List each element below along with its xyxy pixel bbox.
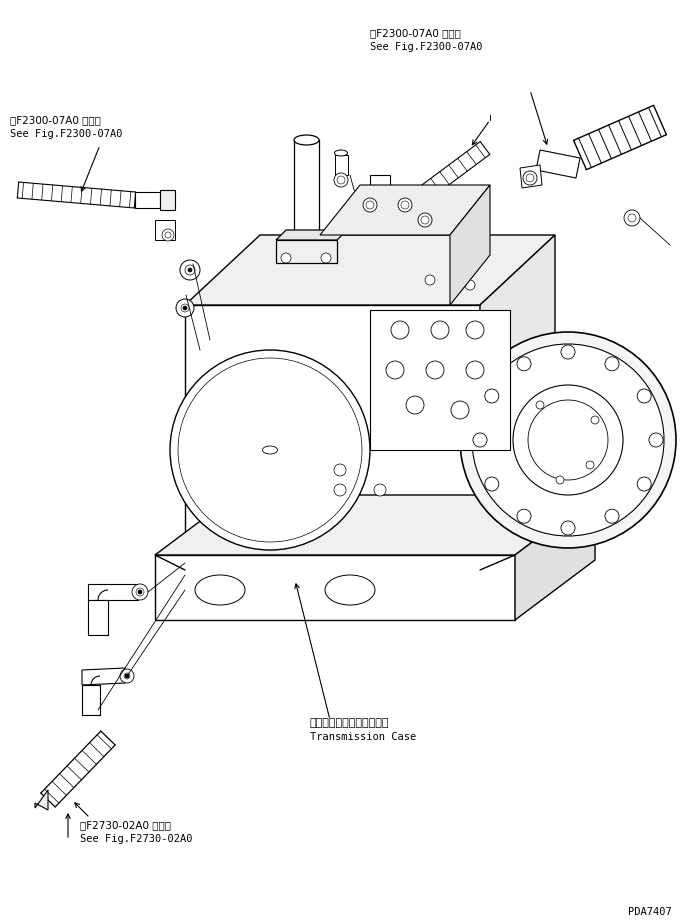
Polygon shape xyxy=(135,192,160,208)
Polygon shape xyxy=(515,495,595,620)
Polygon shape xyxy=(276,240,337,263)
Circle shape xyxy=(138,590,142,594)
Circle shape xyxy=(162,229,174,241)
Circle shape xyxy=(180,260,200,280)
Circle shape xyxy=(188,268,192,272)
Circle shape xyxy=(460,332,676,548)
Polygon shape xyxy=(320,185,490,235)
Polygon shape xyxy=(155,555,515,620)
Circle shape xyxy=(473,433,487,447)
Circle shape xyxy=(591,416,599,424)
Polygon shape xyxy=(480,235,555,570)
Circle shape xyxy=(183,306,187,310)
Polygon shape xyxy=(82,668,125,685)
Circle shape xyxy=(386,361,404,379)
Circle shape xyxy=(125,674,129,678)
Polygon shape xyxy=(536,150,580,178)
Text: Transmission Case: Transmission Case xyxy=(310,732,416,742)
Text: See Fig.F2730-02A0: See Fig.F2730-02A0 xyxy=(80,834,192,844)
Circle shape xyxy=(334,464,346,476)
Polygon shape xyxy=(88,584,138,600)
Circle shape xyxy=(485,389,499,403)
Circle shape xyxy=(120,669,134,683)
Text: See Fig.F2300-07A0: See Fig.F2300-07A0 xyxy=(370,42,482,52)
Text: 第F2300-07A0 図参照: 第F2300-07A0 図参照 xyxy=(370,28,461,38)
Circle shape xyxy=(517,509,531,523)
Polygon shape xyxy=(185,235,555,305)
Circle shape xyxy=(561,345,575,359)
Polygon shape xyxy=(355,205,395,225)
Text: PDA7407: PDA7407 xyxy=(628,907,672,917)
Text: 第F2300-07A0 図参照: 第F2300-07A0 図参照 xyxy=(10,115,101,125)
Polygon shape xyxy=(276,230,347,240)
Circle shape xyxy=(485,477,499,491)
Circle shape xyxy=(637,389,651,403)
Polygon shape xyxy=(294,140,319,245)
Polygon shape xyxy=(82,685,100,715)
Circle shape xyxy=(418,213,432,227)
Polygon shape xyxy=(88,600,108,635)
Circle shape xyxy=(605,509,619,523)
Circle shape xyxy=(334,173,348,187)
Ellipse shape xyxy=(294,135,319,145)
Circle shape xyxy=(398,198,412,212)
Text: See Fig.F2300-07A0: See Fig.F2300-07A0 xyxy=(10,129,122,139)
Circle shape xyxy=(465,280,475,290)
Circle shape xyxy=(472,344,664,536)
Polygon shape xyxy=(155,495,595,555)
Polygon shape xyxy=(370,310,510,450)
Circle shape xyxy=(586,461,594,469)
Circle shape xyxy=(451,401,469,419)
Circle shape xyxy=(523,171,537,185)
Circle shape xyxy=(406,396,424,414)
Polygon shape xyxy=(335,155,348,175)
Circle shape xyxy=(637,477,651,491)
Circle shape xyxy=(281,253,291,263)
Circle shape xyxy=(624,210,640,226)
Circle shape xyxy=(426,361,444,379)
Polygon shape xyxy=(450,185,490,305)
Ellipse shape xyxy=(335,150,347,156)
Circle shape xyxy=(556,476,564,484)
Polygon shape xyxy=(520,165,542,188)
Circle shape xyxy=(374,484,386,496)
Ellipse shape xyxy=(325,575,375,605)
Circle shape xyxy=(536,401,544,409)
Ellipse shape xyxy=(263,446,278,454)
Polygon shape xyxy=(35,790,48,810)
Ellipse shape xyxy=(195,575,245,605)
Circle shape xyxy=(176,299,194,317)
Circle shape xyxy=(466,361,484,379)
Circle shape xyxy=(431,321,449,339)
Circle shape xyxy=(425,275,435,285)
Circle shape xyxy=(363,198,377,212)
Text: 第F2730-02A0 図参照: 第F2730-02A0 図参照 xyxy=(80,820,171,830)
Circle shape xyxy=(334,484,346,496)
Circle shape xyxy=(170,350,370,550)
Circle shape xyxy=(466,321,484,339)
Circle shape xyxy=(561,521,575,535)
Circle shape xyxy=(391,321,409,339)
Polygon shape xyxy=(155,220,175,240)
Circle shape xyxy=(513,385,623,495)
Circle shape xyxy=(321,253,331,263)
Polygon shape xyxy=(160,190,175,210)
Circle shape xyxy=(605,357,619,371)
Circle shape xyxy=(517,357,531,371)
Circle shape xyxy=(649,433,663,447)
Text: トランスミッションケース: トランスミッションケース xyxy=(310,718,389,728)
Polygon shape xyxy=(370,175,390,215)
Ellipse shape xyxy=(294,240,319,250)
Circle shape xyxy=(132,584,148,600)
Polygon shape xyxy=(185,305,480,570)
